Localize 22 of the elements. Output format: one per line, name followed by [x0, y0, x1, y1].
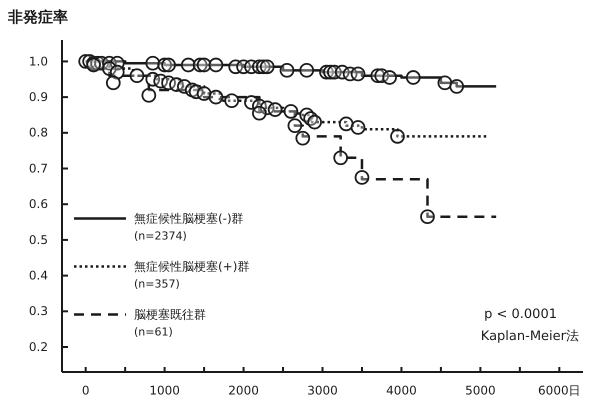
y-tick-label: 0.6	[28, 197, 48, 212]
x-tick-label: 1000	[149, 384, 180, 398]
y-tick-label: 0.4	[28, 268, 48, 282]
y-tick-label: 0.8	[28, 126, 48, 140]
y-axis-title: 非発症率	[7, 8, 68, 26]
annotation: p < 0.0001	[484, 307, 557, 322]
y-tick-label: 0.2	[28, 340, 48, 354]
x-tick-label: 0	[82, 384, 90, 398]
y-tick-label: 0.5	[28, 232, 48, 247]
y-tick-label: 0.7	[28, 161, 48, 176]
legend-label: 無症候性脳梗塞(-)群 (n=2374)	[134, 211, 244, 242]
annotation: Kaplan-Meier法	[480, 329, 579, 344]
y-tick-label: 0.3	[28, 304, 48, 318]
x-tick-label: 2000	[228, 384, 259, 398]
x-tick-label: 6000日	[538, 384, 581, 398]
y-tick-label: 0.9	[28, 90, 48, 104]
y-tick-label: 1.0	[28, 54, 48, 68]
x-tick-label: 4000	[386, 384, 417, 398]
x-tick-label: 5000	[465, 384, 496, 398]
legend-label: 脳梗塞既往群 (n=61)	[134, 307, 206, 338]
x-tick-label: 3000	[307, 384, 338, 398]
legend-label: 無症候性脳梗塞(+)群 (n=357)	[134, 259, 250, 290]
